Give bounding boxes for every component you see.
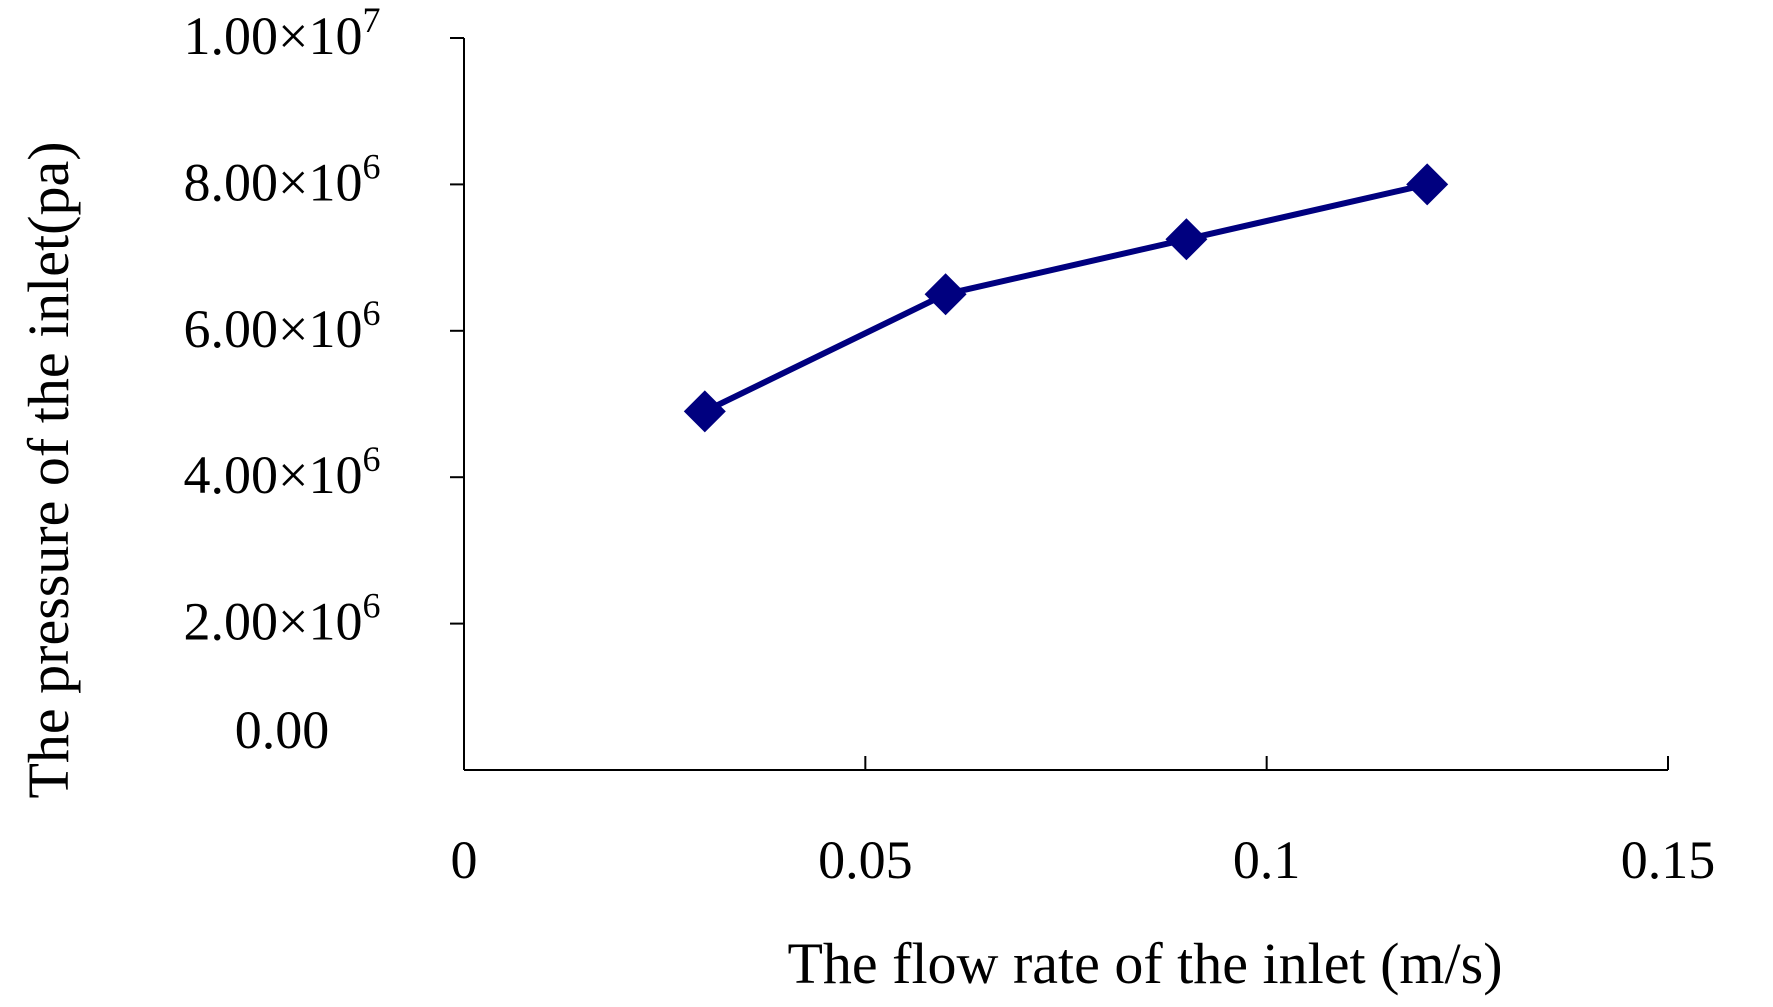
y-tick-label: 8.00×106 (184, 146, 381, 212)
y-tick-exponent: 6 (362, 439, 380, 479)
data-point-marker (1406, 163, 1449, 206)
y-tick-label: 6.00×106 (184, 293, 381, 359)
y-axis-title: The pressure of the inlet(pa) (16, 141, 81, 798)
x-ticks: 0 0.05 0.1 0.15 (451, 756, 1716, 890)
y-tick-label: 0.00 (235, 700, 330, 760)
y-tick-mantissa: 8.00×10 (184, 152, 363, 212)
y-tick-mantissa: 2.00×10 (184, 592, 363, 652)
series-line (703, 181, 1428, 415)
x-tick-label: 0.15 (1621, 830, 1716, 890)
x-tick-label: 0 (451, 830, 478, 890)
data-point-marker (683, 390, 726, 433)
y-tick-exponent: 7 (362, 0, 380, 40)
y-tick-exponent: 6 (362, 146, 380, 186)
x-tick-label: 0.05 (818, 830, 913, 890)
axes (463, 38, 1668, 771)
y-tick-mantissa: 0.00 (235, 700, 330, 760)
x-axis-title: The flow rate of the inlet (m/s) (787, 931, 1502, 996)
y-tick-exponent: 6 (362, 586, 380, 626)
y-ticks: 0.002.00×1064.00×1066.00×1068.00×1061.00… (184, 0, 464, 760)
y-tick-label: 2.00×106 (184, 586, 381, 652)
y-tick-label: 1.00×107 (184, 0, 381, 66)
data-point-marker (1165, 218, 1208, 261)
y-tick-mantissa: 4.00×10 (184, 445, 363, 505)
data-point-marker (924, 273, 967, 316)
y-tick-label: 4.00×106 (184, 439, 381, 505)
y-tick-mantissa: 1.00×10 (184, 6, 363, 66)
plot-area (683, 163, 1449, 433)
y-tick-mantissa: 6.00×10 (184, 299, 363, 359)
x-tick-label: 0.1 (1233, 830, 1301, 890)
y-tick-exponent: 6 (362, 293, 380, 333)
